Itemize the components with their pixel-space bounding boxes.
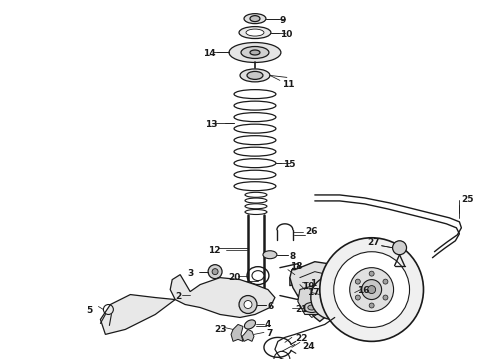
- Text: 17: 17: [307, 288, 319, 297]
- Text: 21: 21: [295, 305, 307, 314]
- Text: 16: 16: [357, 285, 369, 294]
- Text: 1: 1: [310, 279, 316, 288]
- Ellipse shape: [250, 15, 260, 22]
- Circle shape: [328, 293, 338, 302]
- Text: 9: 9: [280, 15, 286, 24]
- Text: 25: 25: [462, 195, 474, 204]
- Ellipse shape: [252, 271, 264, 280]
- Circle shape: [244, 301, 252, 309]
- Ellipse shape: [246, 29, 264, 36]
- Circle shape: [383, 295, 388, 300]
- Text: 26: 26: [305, 227, 318, 236]
- Text: 2: 2: [175, 292, 181, 301]
- Circle shape: [355, 279, 360, 284]
- Circle shape: [334, 252, 410, 328]
- Text: 27: 27: [368, 238, 380, 247]
- Polygon shape: [231, 324, 243, 341]
- Circle shape: [212, 269, 218, 275]
- Text: 4: 4: [265, 320, 271, 329]
- Circle shape: [362, 280, 382, 300]
- Polygon shape: [242, 329, 254, 341]
- Circle shape: [392, 241, 407, 255]
- Circle shape: [311, 276, 355, 319]
- Text: 5: 5: [86, 306, 93, 315]
- Circle shape: [369, 271, 374, 276]
- Text: 14: 14: [203, 49, 216, 58]
- Text: 23: 23: [214, 325, 226, 334]
- Text: 8: 8: [290, 252, 296, 261]
- Ellipse shape: [263, 251, 277, 259]
- Polygon shape: [298, 284, 330, 315]
- Ellipse shape: [244, 14, 266, 24]
- Circle shape: [383, 279, 388, 284]
- Text: 7: 7: [266, 329, 272, 338]
- Circle shape: [321, 285, 345, 310]
- Polygon shape: [290, 262, 345, 321]
- Text: 10: 10: [280, 30, 292, 39]
- Ellipse shape: [240, 69, 270, 82]
- Ellipse shape: [239, 27, 271, 39]
- Text: 20: 20: [228, 273, 241, 282]
- Text: 6: 6: [268, 302, 274, 311]
- Ellipse shape: [245, 320, 256, 329]
- Text: 3: 3: [187, 269, 194, 278]
- Ellipse shape: [304, 302, 320, 312]
- Text: 11: 11: [282, 80, 294, 89]
- Circle shape: [320, 238, 423, 341]
- Ellipse shape: [308, 305, 316, 310]
- Polygon shape: [100, 294, 175, 334]
- Text: 22: 22: [295, 334, 307, 343]
- Text: 12: 12: [208, 246, 220, 255]
- Text: 15: 15: [283, 160, 295, 169]
- Text: 19: 19: [302, 282, 315, 291]
- Circle shape: [350, 268, 393, 311]
- Text: 24: 24: [302, 342, 315, 351]
- Circle shape: [368, 285, 376, 293]
- Ellipse shape: [247, 71, 263, 80]
- Polygon shape: [170, 275, 275, 318]
- Ellipse shape: [250, 50, 260, 55]
- Ellipse shape: [229, 42, 281, 62]
- Text: 18: 18: [290, 262, 302, 271]
- Circle shape: [355, 295, 360, 300]
- Text: 13: 13: [205, 120, 218, 129]
- Circle shape: [369, 303, 374, 308]
- Ellipse shape: [241, 46, 269, 58]
- Circle shape: [208, 265, 222, 279]
- Circle shape: [239, 296, 257, 314]
